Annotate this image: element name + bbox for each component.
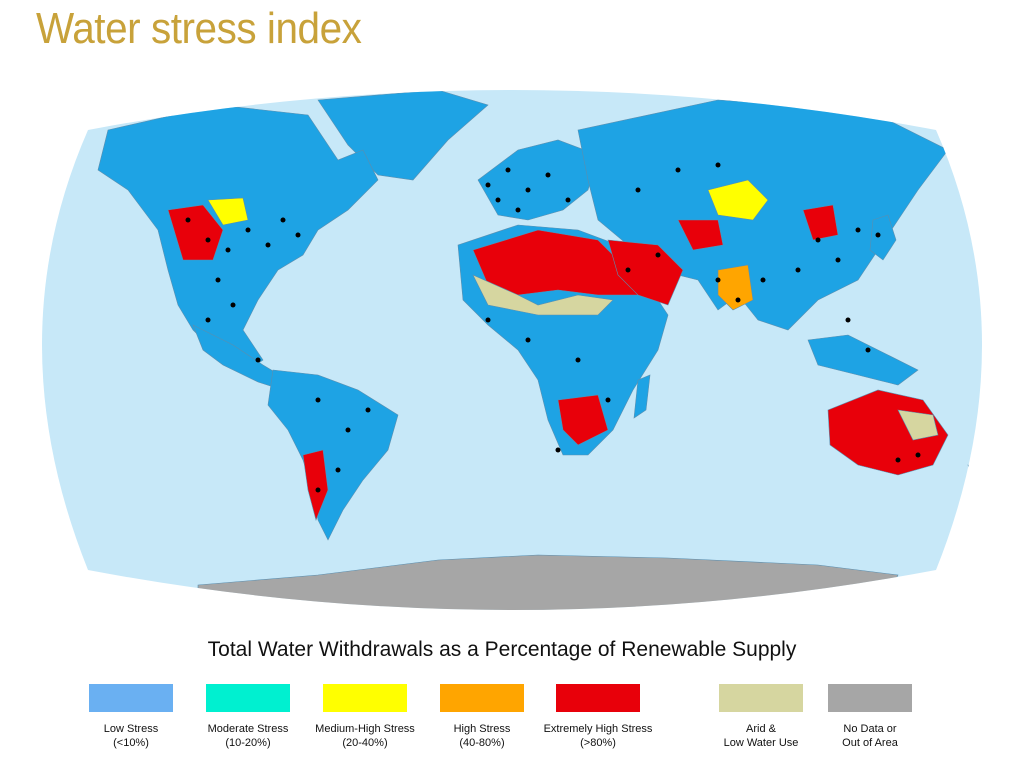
central-asia-extreme-stress (677, 219, 724, 251)
japan (869, 214, 897, 261)
china-extreme-stress (802, 204, 839, 241)
india-high-stress (717, 264, 754, 311)
legend-item-low-stress: Low Stress (<10%) (66, 684, 196, 750)
legend-swatch (440, 684, 524, 712)
legend-label: Moderate Stress (207, 723, 289, 735)
legend-item-arid: Arid & Low Water Use (696, 684, 826, 750)
legend: Low Stress (<10%) Moderate Stress (10-20… (0, 684, 1024, 764)
south-america (267, 369, 399, 541)
world-map-svg (42, 90, 982, 610)
legend-label: Extremely High Stress (543, 723, 653, 735)
andes-extreme-stress (302, 449, 329, 521)
north-america (97, 104, 379, 371)
new-zealand (967, 464, 982, 496)
southeast-asia-islands (807, 334, 919, 386)
legend-label: Medium-High Stress (315, 723, 415, 735)
legend-label: Arid & (746, 723, 776, 735)
legend-swatch (556, 684, 640, 712)
legend-label: Low Stress (103, 723, 159, 735)
legend-swatch (89, 684, 173, 712)
central-asia-medium-high-stress (707, 179, 769, 221)
australia-arid (897, 409, 939, 441)
legend-swatch (323, 684, 407, 712)
page-title: Water stress index (36, 4, 362, 53)
legend-range: (40-80%) (459, 737, 505, 749)
legend-item-no-data: No Data or Out of Area (805, 684, 935, 750)
legend-swatch (828, 684, 912, 712)
legend-item-high-stress: High Stress (40-80%) (417, 684, 547, 750)
legend-item-extremely-high-stress: Extremely High Stress (>80%) (533, 684, 663, 750)
legend-range: Low Water Use (723, 737, 799, 749)
usa-medium-high-stress (207, 197, 249, 226)
sahel-arid (472, 274, 614, 316)
city-dots (185, 162, 921, 493)
legend-range: (>80%) (580, 737, 616, 749)
madagascar (633, 374, 651, 419)
map-subtitle: Total Water Withdrawals as a Percentage … (207, 638, 797, 661)
legend-label: No Data or (843, 723, 897, 735)
legend-label: High Stress (453, 723, 511, 735)
legend-range: Out of Area (842, 737, 898, 749)
legend-range: (<10%) (113, 737, 149, 749)
legend-range: (20-40%) (342, 737, 388, 749)
legend-item-moderate-stress: Moderate Stress (10-20%) (183, 684, 313, 750)
antarctica (197, 554, 899, 610)
legend-swatch (719, 684, 803, 712)
middle-east-extreme-stress (607, 239, 684, 306)
legend-item-medium-high-stress: Medium-High Stress (20-40%) (300, 684, 430, 750)
usa-extreme-stress (167, 204, 224, 261)
legend-swatch (206, 684, 290, 712)
legend-range: (10-20%) (225, 737, 271, 749)
southern-africa-extreme-stress (557, 394, 609, 446)
world-map (18, 70, 1006, 610)
